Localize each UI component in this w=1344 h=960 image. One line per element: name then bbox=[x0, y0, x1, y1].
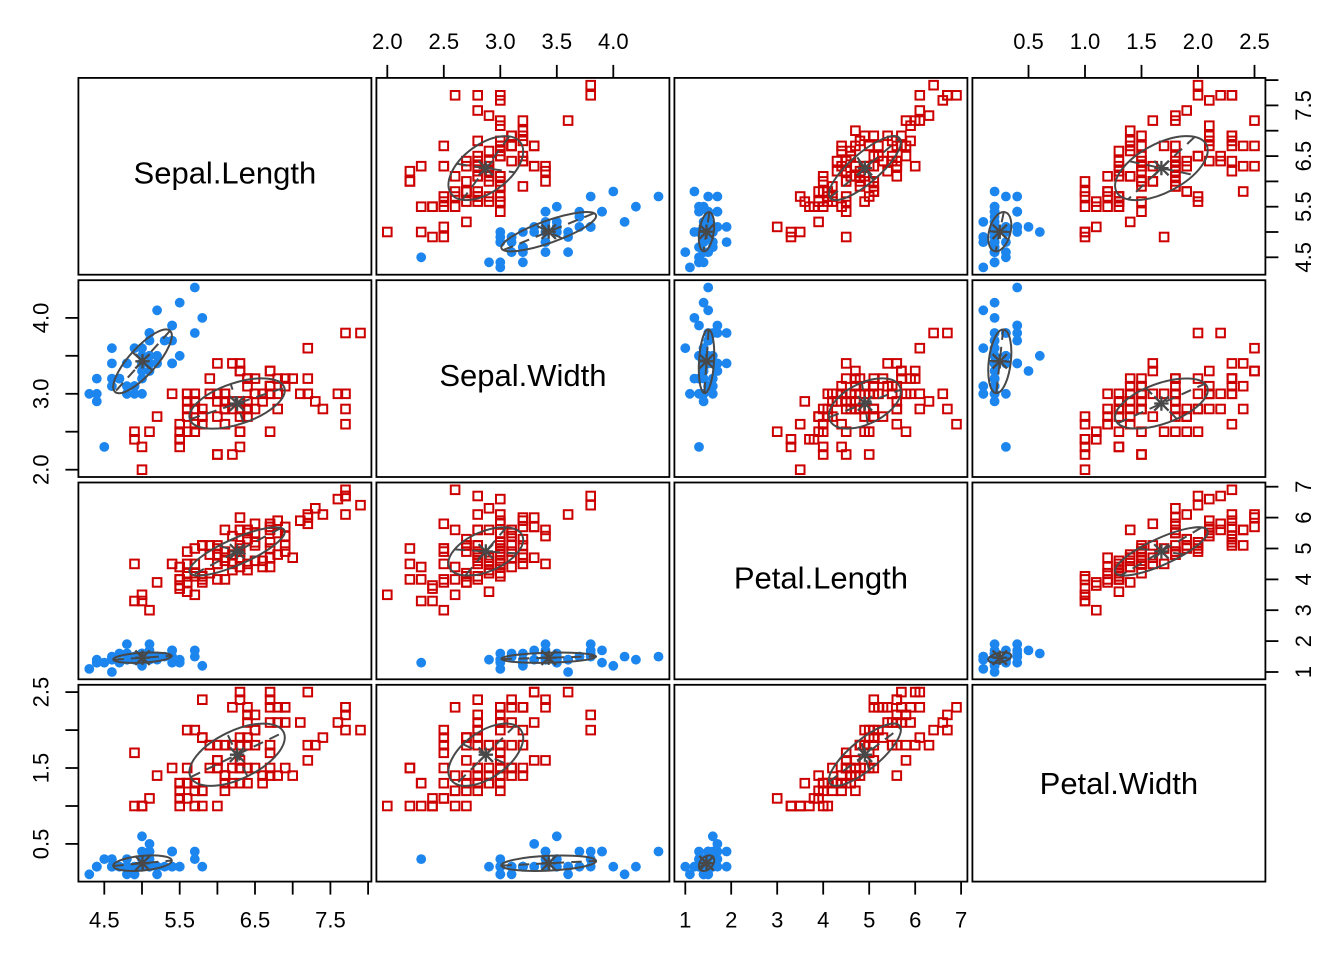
svg-text:5: 5 bbox=[863, 908, 875, 933]
svg-text:2.0: 2.0 bbox=[28, 454, 53, 485]
svg-text:4: 4 bbox=[817, 908, 829, 933]
svg-text:4: 4 bbox=[1291, 573, 1316, 585]
svg-text:3.0: 3.0 bbox=[485, 29, 516, 54]
svg-text:1.5: 1.5 bbox=[1126, 29, 1157, 54]
svg-text:2.5: 2.5 bbox=[1239, 29, 1270, 54]
svg-text:6: 6 bbox=[909, 908, 921, 933]
svg-text:5.5: 5.5 bbox=[164, 908, 195, 933]
svg-text:6.5: 6.5 bbox=[240, 908, 271, 933]
svg-text:2.5: 2.5 bbox=[429, 29, 460, 54]
svg-text:0.5: 0.5 bbox=[1013, 29, 1044, 54]
svg-text:4.0: 4.0 bbox=[598, 29, 629, 54]
svg-text:4.5: 4.5 bbox=[1291, 242, 1316, 273]
svg-text:1: 1 bbox=[1291, 666, 1316, 678]
svg-text:3.5: 3.5 bbox=[542, 29, 573, 54]
svg-text:2.0: 2.0 bbox=[1183, 29, 1214, 54]
svg-text:1.5: 1.5 bbox=[28, 753, 53, 784]
svg-text:1: 1 bbox=[679, 908, 691, 933]
svg-text:7.5: 7.5 bbox=[1291, 90, 1316, 121]
svg-text:1.0: 1.0 bbox=[1070, 29, 1101, 54]
svg-text:2: 2 bbox=[1291, 635, 1316, 647]
svg-text:6: 6 bbox=[1291, 511, 1316, 523]
svg-text:2: 2 bbox=[725, 908, 737, 933]
svg-text:7: 7 bbox=[955, 908, 967, 933]
svg-text:2.0: 2.0 bbox=[372, 29, 403, 54]
svg-text:2.5: 2.5 bbox=[28, 677, 53, 708]
svg-text:3: 3 bbox=[1291, 604, 1316, 616]
svg-text:Petal.Width: Petal.Width bbox=[1040, 766, 1199, 801]
svg-text:4.5: 4.5 bbox=[89, 908, 120, 933]
svg-text:7: 7 bbox=[1291, 481, 1316, 493]
svg-text:3: 3 bbox=[771, 908, 783, 933]
svg-text:Sepal.Width: Sepal.Width bbox=[439, 358, 606, 393]
svg-text:Petal.Length: Petal.Length bbox=[734, 560, 908, 595]
svg-text:5.5: 5.5 bbox=[1291, 191, 1316, 222]
svg-text:0.5: 0.5 bbox=[28, 829, 53, 860]
svg-text:6.5: 6.5 bbox=[1291, 141, 1316, 172]
svg-text:5: 5 bbox=[1291, 542, 1316, 554]
svg-text:3.0: 3.0 bbox=[28, 379, 53, 410]
svg-text:7.5: 7.5 bbox=[315, 908, 346, 933]
svg-text:Sepal.Length: Sepal.Length bbox=[134, 156, 317, 191]
svg-text:4.0: 4.0 bbox=[28, 303, 53, 334]
